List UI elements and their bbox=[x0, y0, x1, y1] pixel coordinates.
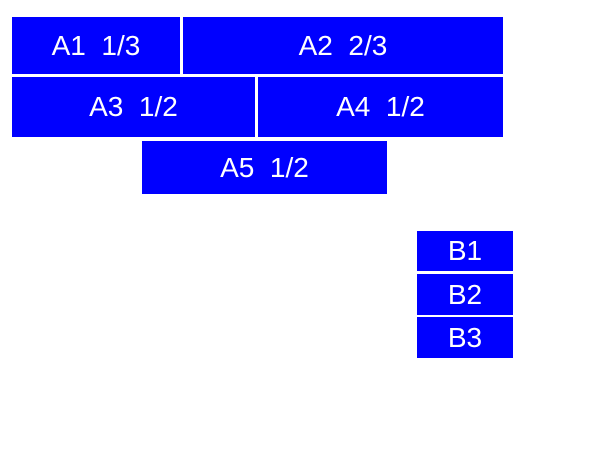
box-a2-label: A2 2/3 bbox=[298, 29, 388, 61]
box-a4-label: A4 1/2 bbox=[336, 91, 425, 122]
box-a1: A1 1/3 bbox=[12, 17, 180, 74]
box-a4: A4 1/2 bbox=[258, 77, 503, 137]
box-a5: A5 1/2 bbox=[142, 141, 387, 194]
box-a2: A2 2/3 bbox=[183, 17, 503, 74]
box-b1: B1 bbox=[417, 231, 513, 271]
box-a3-label: A3 1/2 bbox=[89, 91, 178, 122]
box-a1-label: A1 1/3 bbox=[51, 29, 141, 61]
box-b3: B3 bbox=[417, 317, 513, 358]
box-b2-label: B2 bbox=[447, 278, 483, 310]
box-b3-label: B3 bbox=[447, 321, 483, 353]
box-a3: A3 1/2 bbox=[12, 77, 255, 137]
box-b2: B2 bbox=[417, 274, 513, 315]
box-a5-label: A5 1/2 bbox=[220, 151, 309, 183]
box-b1-label: B1 bbox=[447, 235, 483, 266]
